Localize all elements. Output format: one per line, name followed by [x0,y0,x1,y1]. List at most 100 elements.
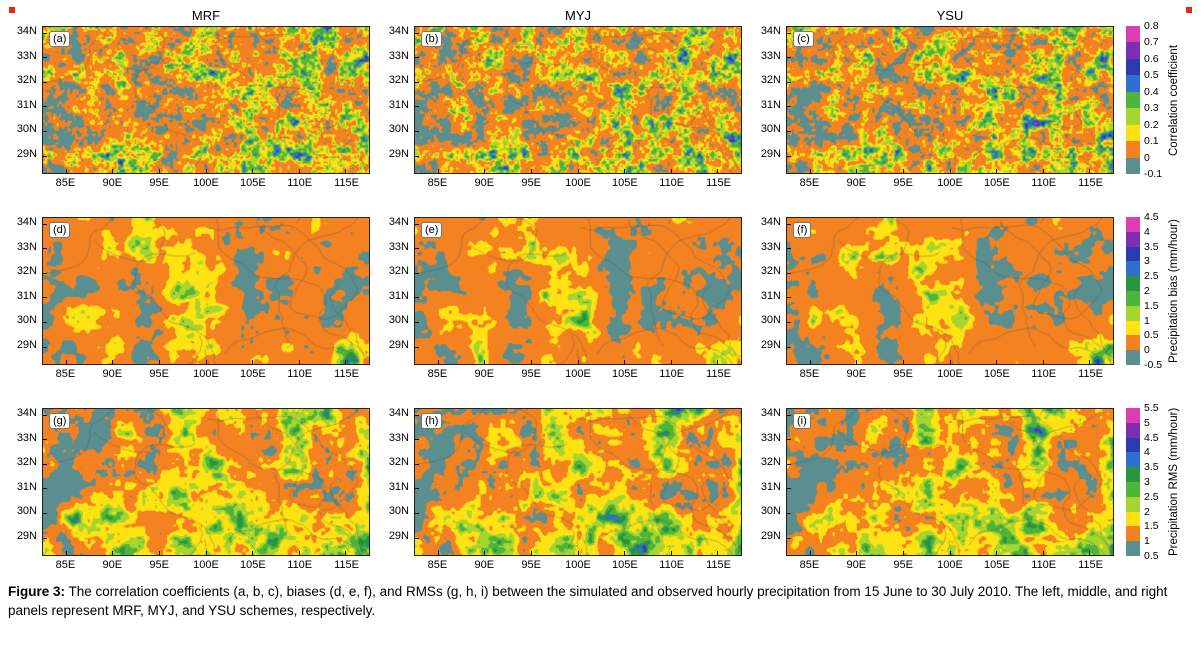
colorbar-segment [1126,422,1140,438]
y-tick-label: 30N [760,505,781,518]
colorbar-tick-label: 0 [1144,151,1150,164]
x-tick-label: 115E [706,368,731,380]
x-axis-labels: 85E 90E 95E 100E 105E 110E 115E [786,177,1114,189]
panel-c: YSU 34N 33N 32N 31N 30N 29N (c) 85E 90E 95E 100E 105… [752,8,1114,189]
panel-h: 34N 33N 32N 31N 30N 29N (h) 85E 90E 95E 100E 105E 11… [380,408,742,571]
y-tick-label: 32N [16,456,37,469]
panel-letter: (h) [421,413,443,429]
colorbar-segment [1126,526,1140,542]
y-tick-label: 34N [388,216,409,228]
x-axis-labels: 85E 90E 95E 100E 105E 110E 115E [786,559,1114,571]
x-tick-mark [298,551,300,555]
panel-letter: (e) [421,222,443,238]
x-tick-mark [670,551,672,555]
colorbar-tick-label: 1.5 [1144,299,1159,312]
map-canvas-f [787,218,1113,364]
panel-letter: (b) [421,31,443,47]
y-tick-mark [43,346,47,348]
y-tick-mark [43,106,47,108]
colorbar-tick-label: 0 [1144,344,1150,357]
x-tick-label: 115E [334,559,359,571]
colorbar-tick-label: 0.4 [1144,85,1159,98]
colorbar-segment [1126,157,1140,174]
column-title-mrf: MRF [191,8,221,23]
colorbar-correlation: 0.8 0.7 0.6 0.5 0.4 0.3 0.2 0.1 0 -0.1 Correlation… [1126,8,1180,180]
x-tick-mark [252,360,254,364]
x-axis-labels: 85E 90E 95E 100E 105E 110E 115E [414,559,742,571]
x-tick-label: 105E [984,177,1010,189]
colorbar-segment [1126,511,1140,527]
x-tick-mark [484,169,486,173]
x-tick-label: 115E [1078,368,1103,380]
y-tick-mark [415,488,419,490]
y-tick-mark [787,32,791,34]
colorbar-bias: 4.5 4 3.5 3 2.5 2 1.5 1 0.5 0 -0.5 Precipitation bi… [1126,211,1180,371]
y-tick-label: 31N [760,289,781,302]
y-tick-label: 33N [388,49,409,62]
y-tick-label: 33N [16,240,37,253]
map-panel-g: (g) [42,408,370,556]
x-tick-label: 100E [937,559,963,571]
colorbar-tick-label: 0.5 [1144,69,1159,82]
x-tick-label: 110E [287,177,313,189]
colorbar-tick-label: 5.5 [1144,402,1159,414]
colorbar-axis-title: Precipitation bias (mm/hour) [1168,219,1180,363]
colorbar-tick-label: 2.5 [1144,270,1159,283]
x-tick-label: 105E [240,559,266,571]
x-tick-label: 105E [984,368,1010,380]
y-tick-mark [787,537,791,539]
y-tick-mark [787,512,791,514]
colorbar-tick-label: 4 [1144,225,1150,238]
colorbar-tick-label: -0.5 [1144,359,1163,371]
registration-mark-top-left [9,7,15,13]
map-canvas-b [415,27,741,173]
x-tick-label: 85E [55,177,76,189]
x-tick-mark [717,360,719,364]
colorbar-segment [1126,320,1140,336]
y-axis-labels: 34N 33N 32N 31N 30N 29N [8,26,42,174]
y-tick-mark [415,57,419,59]
y-tick-mark [43,463,47,465]
y-tick-label: 34N [760,407,781,419]
y-tick-label: 32N [16,74,37,87]
panel-letter: (i) [793,413,811,429]
y-tick-label: 29N [388,529,409,542]
y-tick-mark [787,488,791,490]
x-tick-mark [530,360,532,364]
figure-row-rms: 34N 33N 32N 31N 30N 29N (g) 85E 90E 95E 100E 105E 11… [8,402,1201,571]
colorbar-segment [1126,541,1140,556]
colorbar-segment [1126,26,1140,43]
x-tick-mark [112,551,114,555]
colorbar-tick-label: 3.5 [1144,461,1159,474]
x-axis-labels: 85E 90E 95E 100E 105E 110E 115E [42,177,370,189]
x-tick-mark [298,360,300,364]
x-tick-label: 95E [521,368,541,380]
column-title-myj: MYJ [565,8,591,23]
y-tick-mark [43,488,47,490]
x-tick-label: 95E [893,559,913,571]
x-tick-mark [205,360,207,364]
y-tick-label: 32N [760,265,781,278]
colorbar-tick-label: 4.5 [1144,211,1159,223]
x-tick-label: 100E [937,177,963,189]
y-tick-label: 34N [16,216,37,228]
x-tick-mark [65,169,67,173]
y-tick-mark [415,32,419,34]
x-tick-label: 95E [149,559,169,571]
x-tick-mark [1089,360,1091,364]
figure-caption-label: Figure 3: [8,584,66,599]
colorbar-tick-label: 0.8 [1144,20,1159,32]
y-tick-mark [787,272,791,274]
panel-letter: (d) [49,222,71,238]
x-axis-labels: 85E 90E 95E 100E 105E 110E 115E [42,559,370,571]
x-tick-mark [345,169,347,173]
y-tick-label: 33N [760,49,781,62]
x-tick-label: 115E [1078,559,1103,571]
y-tick-label: 32N [760,456,781,469]
y-tick-label: 30N [388,505,409,518]
y-tick-label: 32N [388,74,409,87]
y-tick-mark [43,272,47,274]
registration-mark-top-right [1186,7,1192,13]
map-canvas-i [787,409,1113,555]
panel-strip-bias: 34N 33N 32N 31N 30N 29N (d) 85E 90E 95E 100E 105E 11… [8,217,1124,380]
